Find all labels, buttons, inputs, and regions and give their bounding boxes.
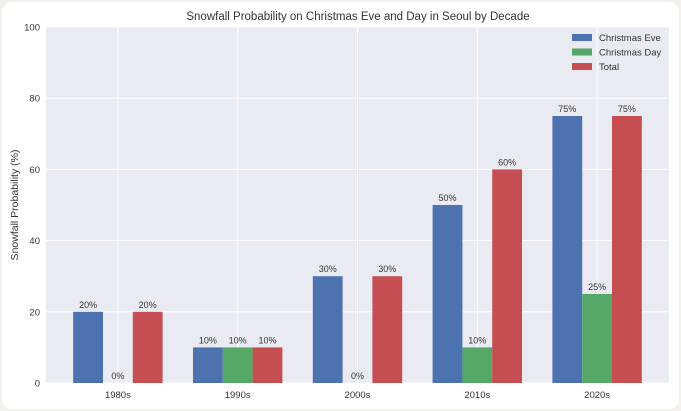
y-tick-label: 80 xyxy=(29,94,40,105)
data-label: 75% xyxy=(618,104,636,114)
data-label: 0% xyxy=(111,371,124,381)
x-tick-label: 1990s xyxy=(225,390,251,401)
bar-christmas-eve xyxy=(552,116,583,383)
bars xyxy=(73,116,642,383)
x-axis-ticks: 1980s 1990s 2000s 2010s 2020s xyxy=(105,390,610,401)
data-label: 50% xyxy=(438,193,456,203)
data-label: 25% xyxy=(588,282,606,292)
bar-christmas-eve xyxy=(192,347,223,383)
y-tick-label: 60 xyxy=(29,165,40,176)
bar-christmas-eve xyxy=(432,205,463,383)
legend-label: Christmas Eve xyxy=(599,33,661,44)
x-tick-label: 2010s xyxy=(464,390,490,401)
legend-swatch xyxy=(572,48,592,56)
x-tick-label: 1980s xyxy=(105,390,131,401)
data-label: 0% xyxy=(351,371,364,381)
bar-christmas-eve xyxy=(312,276,343,383)
bar-christmas-eve xyxy=(73,311,103,383)
bar-total xyxy=(132,311,163,383)
bar-christmas-day xyxy=(222,347,253,383)
chart-title: Snowfall Probability on Christmas Eve an… xyxy=(186,11,529,23)
data-label: 20% xyxy=(139,300,157,310)
data-label: 10% xyxy=(199,335,217,345)
data-label: 10% xyxy=(229,335,247,345)
y-axis-ticks: 0 20 40 60 80 100 xyxy=(24,23,40,390)
bar-total xyxy=(612,116,642,383)
data-label: 75% xyxy=(558,104,576,114)
legend-swatch xyxy=(572,63,592,70)
x-tick-label: 2000s xyxy=(345,390,371,401)
y-tick-label: 100 xyxy=(24,23,40,34)
data-label: 30% xyxy=(319,264,337,274)
data-labels: 20% 10% 30% 50% 75% 0% 10% 0% 10% 25% 20% 10% 30% 60%… xyxy=(79,104,636,381)
legend-label: Christmas Day xyxy=(599,48,662,59)
bar-christmas-day xyxy=(462,347,493,383)
bar-total xyxy=(492,169,523,383)
x-tick-label: 2020s xyxy=(584,390,610,401)
y-axis-label: Snowfall Probability (%) xyxy=(9,150,21,261)
data-label: 60% xyxy=(498,157,516,167)
y-tick-label: 20 xyxy=(29,307,40,318)
data-label: 10% xyxy=(468,335,486,345)
y-tick-label: 0 xyxy=(35,379,40,390)
data-label: 30% xyxy=(378,264,396,274)
data-label: 10% xyxy=(258,335,276,345)
bar-total xyxy=(372,276,403,383)
data-label: 20% xyxy=(79,300,97,310)
legend: Christmas Eve Christmas Day Total xyxy=(572,33,662,73)
legend-label: Total xyxy=(599,62,619,73)
y-tick-label: 40 xyxy=(29,236,40,247)
bar-total xyxy=(252,347,283,383)
bar-christmas-day xyxy=(582,294,613,383)
legend-swatch xyxy=(572,34,592,41)
